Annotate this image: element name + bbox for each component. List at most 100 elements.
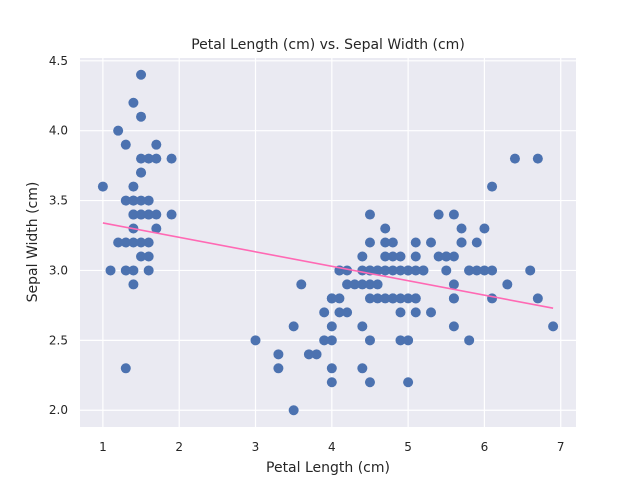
data-point (113, 237, 124, 248)
data-point (372, 279, 383, 290)
data-point (143, 237, 154, 248)
x-tick-label: 6 (481, 440, 489, 454)
data-point (464, 265, 475, 276)
data-point (136, 251, 147, 262)
data-point (387, 265, 398, 276)
x-tick-label: 5 (404, 440, 412, 454)
data-point (311, 349, 322, 360)
data-point (326, 377, 337, 388)
data-point (532, 153, 543, 164)
data-point (136, 69, 147, 80)
y-axis-label: Sepal Width (cm) (25, 182, 41, 303)
data-point (448, 209, 459, 220)
data-point (479, 265, 490, 276)
data-point (509, 153, 520, 164)
data-point (334, 307, 345, 318)
data-point (143, 251, 154, 262)
data-point (532, 293, 543, 304)
y-tick-label: 3.5 (49, 194, 68, 208)
data-point (357, 279, 368, 290)
data-point (105, 265, 116, 276)
data-point (380, 293, 391, 304)
data-point (395, 335, 406, 346)
data-point (525, 265, 536, 276)
data-point (128, 209, 139, 220)
x-tick-label: 4 (328, 440, 336, 454)
data-point (143, 153, 154, 164)
data-point (288, 321, 299, 332)
data-point (128, 97, 139, 108)
data-point (136, 111, 147, 122)
x-tick-label: 3 (252, 440, 260, 454)
data-point (166, 209, 177, 220)
y-tick-labels: 2.0 2.5 3.0 3.5 4.0 4.5 (49, 54, 68, 417)
data-point (403, 265, 414, 276)
data-point (136, 237, 147, 248)
data-point (410, 293, 421, 304)
data-point (448, 279, 459, 290)
data-point (136, 195, 147, 206)
data-point (120, 139, 131, 150)
data-point (303, 349, 314, 360)
data-point (410, 251, 421, 262)
data-point (120, 363, 131, 374)
data-point (387, 251, 398, 262)
data-point (319, 307, 330, 318)
data-point (364, 335, 375, 346)
x-tick-labels: 1 2 3 4 5 6 7 (99, 440, 564, 454)
data-point (410, 307, 421, 318)
trend-line-group (102, 222, 554, 309)
y-tick-label: 3.0 (49, 263, 68, 277)
data-point (380, 223, 391, 234)
data-point (426, 307, 437, 318)
data-point (395, 265, 406, 276)
data-point (456, 223, 467, 234)
data-point (502, 279, 513, 290)
data-point (395, 307, 406, 318)
data-point (441, 265, 452, 276)
data-point (548, 321, 559, 332)
data-point (372, 293, 383, 304)
data-point (410, 265, 421, 276)
data-point (364, 377, 375, 388)
data-point (357, 251, 368, 262)
plot-background (80, 58, 576, 427)
data-point (120, 195, 131, 206)
data-point (487, 181, 498, 192)
data-point (113, 125, 124, 136)
data-point (403, 377, 414, 388)
data-point (342, 279, 353, 290)
data-point (120, 265, 131, 276)
x-tick-label: 1 (99, 440, 107, 454)
data-point (326, 321, 337, 332)
data-point (326, 293, 337, 304)
data-point (479, 223, 490, 234)
data-point (387, 293, 398, 304)
data-point (448, 321, 459, 332)
data-point (380, 251, 391, 262)
data-point (273, 349, 284, 360)
x-tick-label: 7 (557, 440, 565, 454)
data-point (410, 237, 421, 248)
data-point (319, 335, 330, 346)
data-point (250, 335, 261, 346)
data-point (380, 265, 391, 276)
data-point (128, 265, 139, 276)
y-tick-label: 4.0 (49, 124, 68, 138)
x-axis-label: Petal Length (cm) (266, 460, 390, 476)
data-point (464, 335, 475, 346)
data-point (296, 279, 307, 290)
data-point (136, 153, 147, 164)
data-point (151, 153, 162, 164)
data-point (403, 293, 414, 304)
data-point (364, 279, 375, 290)
y-tick-label: 2.0 (49, 403, 68, 417)
data-point (357, 363, 368, 374)
data-point (387, 237, 398, 248)
data-point (288, 405, 299, 416)
data-point (136, 167, 147, 178)
data-point (326, 335, 337, 346)
data-point (357, 321, 368, 332)
data-point (448, 251, 459, 262)
